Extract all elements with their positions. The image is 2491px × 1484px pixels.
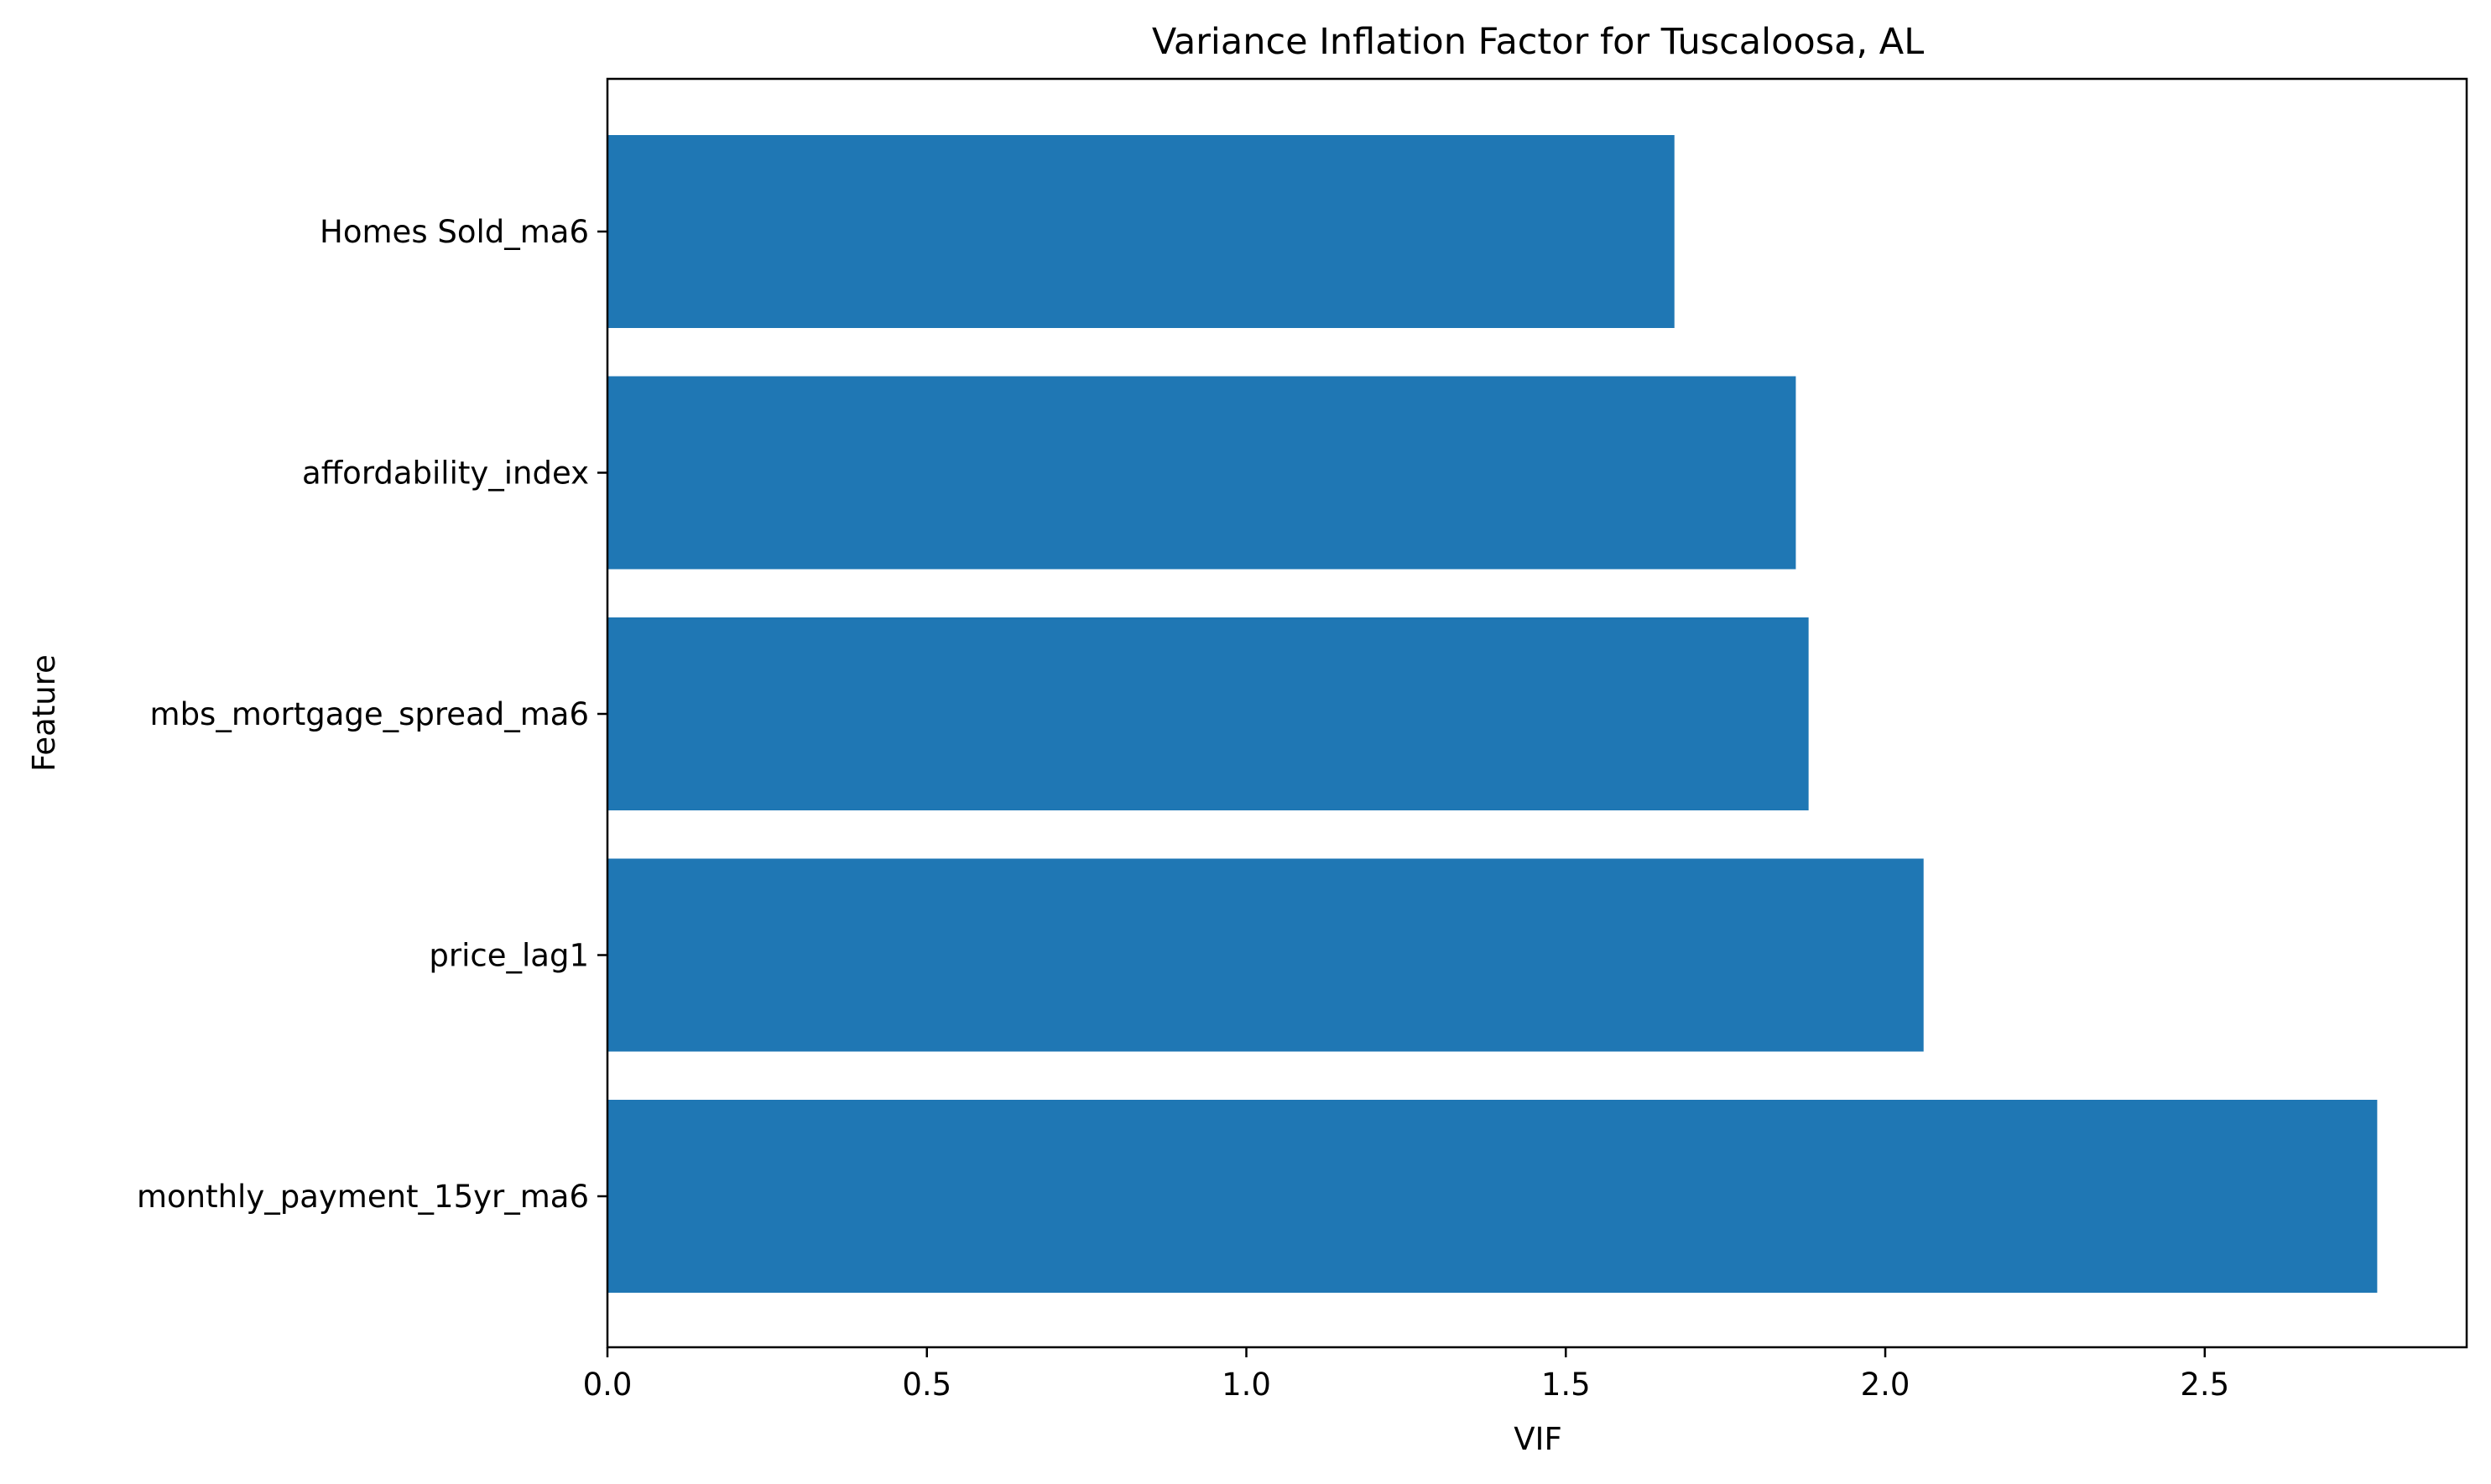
plot-frame: [606, 77, 2468, 1349]
y-tick-label: affordability_index: [302, 456, 589, 492]
y-tick-label: price_lag1: [429, 938, 589, 974]
bar: [607, 617, 1809, 810]
y-axis-ticks: Homes Sold_ma6 affordability_index mbs_mor…: [137, 214, 607, 1215]
bar: [607, 1100, 2378, 1293]
bar: [607, 376, 1796, 570]
bar: [607, 135, 1675, 328]
y-tick-label: monthly_payment_15yr_ma6: [137, 1179, 589, 1215]
x-axis-label: VIF: [1514, 1421, 1562, 1457]
x-tick-label: 1.5: [1541, 1367, 1591, 1403]
bar: [607, 858, 1924, 1052]
x-axis-ticks: 0.0 0.5 1.0 1.5 2.0 2.5: [583, 1347, 2229, 1403]
x-tick-label: 0.0: [583, 1367, 633, 1403]
x-tick-label: 2.0: [1861, 1367, 1910, 1403]
y-tick-label: mbs_mortgage_spread_ma6: [150, 696, 589, 732]
y-axis-label: Feature: [26, 654, 62, 772]
x-tick-label: 2.5: [2180, 1367, 2229, 1403]
x-tick-label: 1.0: [1222, 1367, 1271, 1403]
chart-title: Variance Inflation Factor for Tuscaloosa…: [1152, 21, 1924, 63]
y-tick-label: Homes Sold_ma6: [320, 214, 589, 250]
x-tick-label: 0.5: [902, 1367, 951, 1403]
bars-layer: [607, 135, 2378, 1293]
